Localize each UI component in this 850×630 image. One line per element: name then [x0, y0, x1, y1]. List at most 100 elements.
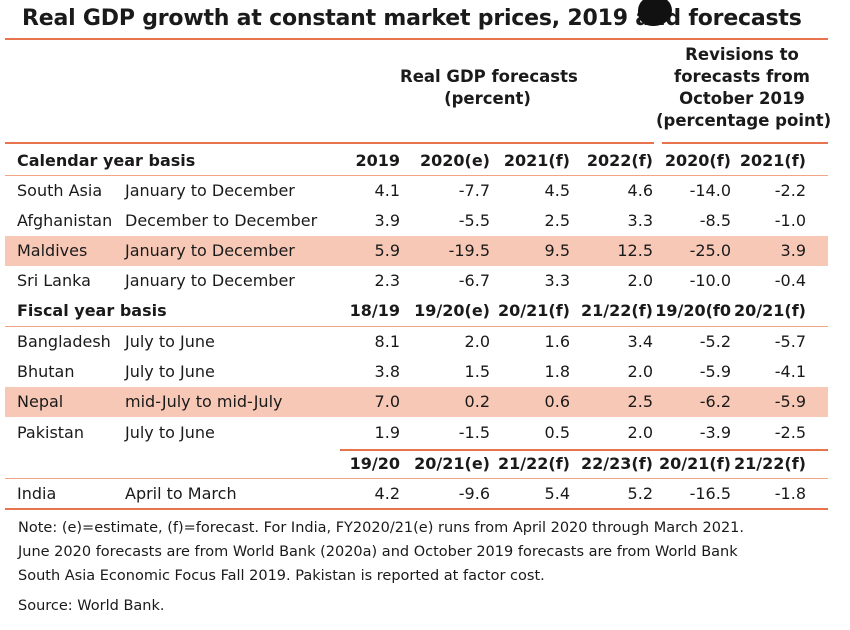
column-header: 19/20(f0 [655, 301, 731, 320]
value-cell: 1.5 [464, 362, 490, 381]
forecasts-header-line: (percent) [444, 89, 531, 108]
column-header: 19/20 [349, 454, 400, 473]
country-cell: Bhutan [17, 362, 75, 381]
row-separator [5, 478, 828, 479]
country-cell: Afghanistan [17, 211, 113, 230]
period-cell: January to December [125, 241, 295, 260]
value-cell: 0.2 [464, 392, 490, 411]
period-cell: July to June [125, 362, 215, 381]
value-cell: 3.9 [374, 211, 400, 230]
country-cell: Sri Lanka [17, 271, 91, 290]
forecasts-header: Real GDP forecasts (percent) [400, 66, 578, 110]
value-cell: -1.8 [774, 484, 806, 503]
column-header: 2020(f) [664, 151, 731, 170]
period-cell: December to December [125, 211, 318, 230]
column-header: 21/22(f) [498, 454, 570, 473]
value-cell: -6.2 [699, 392, 731, 411]
country-cell: India [17, 484, 57, 503]
value-cell: 9.5 [544, 241, 570, 260]
section-header-row: Calendar year basis 2019 2020(e) 2021(f) 202… [5, 146, 828, 176]
header-rule [5, 142, 828, 144]
value-cell: -25.0 [689, 241, 731, 260]
title-rule [5, 38, 828, 40]
value-cell: -10.0 [689, 271, 731, 290]
value-cell: -1.5 [458, 423, 490, 442]
value-cell: -0.4 [774, 271, 806, 290]
column-header: 19/20(e) [414, 301, 490, 320]
header-rule-gap [654, 141, 662, 145]
value-cell: -5.9 [699, 362, 731, 381]
table-row: Maldives January to December 5.9 -19.5 9.5 12… [5, 236, 828, 266]
value-cell: -7.7 [458, 181, 490, 200]
value-cell: 2.0 [627, 362, 653, 381]
value-cell: -2.2 [774, 181, 806, 200]
value-cell: 3.9 [780, 241, 806, 260]
value-cell: 8.1 [374, 332, 400, 351]
revisions-header-line: Revisions to [685, 45, 799, 64]
value-cell: 3.3 [544, 271, 570, 290]
column-header: 22/23(f) [581, 454, 653, 473]
value-cell: 4.5 [544, 181, 570, 200]
table-row: India April to March 4.2 -9.6 5.4 5.2 -16.5 -1.… [5, 479, 828, 509]
value-cell: 3.3 [627, 211, 653, 230]
revisions-header-line: (percentage point) [656, 111, 832, 130]
column-header: 20/21(f) [659, 454, 731, 473]
value-cell: 2.5 [544, 211, 570, 230]
value-cell: 1.9 [374, 423, 400, 442]
table-row: Nepal mid-July to mid-July 7.0 0.2 0.6 2.5 -6.… [5, 387, 828, 417]
value-cell: 5.2 [627, 484, 653, 503]
column-header: 21/22(f) [581, 301, 653, 320]
value-cell: 1.8 [544, 362, 570, 381]
column-header: 2022(f) [586, 151, 653, 170]
value-cell: -3.9 [699, 423, 731, 442]
column-header: 20/21(f) [498, 301, 570, 320]
value-cell: 1.6 [544, 332, 570, 351]
table-row: Sri Lanka January to December 2.3 -6.7 3.3 2.… [5, 266, 828, 296]
period-cell: April to March [125, 484, 237, 503]
value-cell: -2.5 [774, 423, 806, 442]
table-bottom-rule [5, 508, 828, 510]
value-cell: -4.1 [774, 362, 806, 381]
value-cell: 2.0 [627, 271, 653, 290]
value-cell: 3.8 [374, 362, 400, 381]
value-cell: 3.4 [627, 332, 653, 351]
value-cell: 7.0 [374, 392, 400, 411]
value-cell: -16.5 [689, 484, 731, 503]
period-cell: mid-July to mid-July [125, 392, 283, 411]
column-header: 20/21(f) [734, 301, 806, 320]
column-header: 18/19 [349, 301, 400, 320]
country-cell: Maldives [17, 241, 88, 260]
column-header: 2020(e) [419, 151, 490, 170]
column-header: 2021(f) [503, 151, 570, 170]
country-cell: Pakistan [17, 423, 84, 442]
column-header: 20/21(e) [414, 454, 490, 473]
note-line: June 2020 forecasts are from World Bank … [18, 544, 738, 560]
section-label: Calendar year basis [17, 151, 196, 170]
row-separator [5, 326, 828, 327]
value-cell: -5.9 [774, 392, 806, 411]
value-cell: -9.6 [458, 484, 490, 503]
value-cell: 2.5 [627, 392, 653, 411]
section-label: Fiscal year basis [17, 301, 167, 320]
country-cell: Nepal [17, 392, 64, 411]
column-header: 2019 [355, 151, 400, 170]
table-row: Bhutan July to June 3.8 1.5 1.8 2.0 -5.9 -4.1 [5, 357, 828, 387]
revisions-header-line: October 2019 [679, 89, 805, 108]
value-cell: -5.7 [774, 332, 806, 351]
note-line: Note: (e)=estimate, (f)=forecast. For In… [18, 520, 745, 536]
forecasts-header-line: Real GDP forecasts [400, 67, 578, 86]
value-cell: 12.5 [617, 241, 653, 260]
value-cell: 4.6 [627, 181, 653, 200]
value-cell: 2.0 [464, 332, 490, 351]
ink-blot [638, 0, 672, 26]
value-cell: 0.5 [544, 423, 570, 442]
value-cell: -19.5 [448, 241, 490, 260]
country-cell: Bangladesh [17, 332, 111, 351]
value-cell: -5.2 [699, 332, 731, 351]
country-cell: South Asia [17, 181, 103, 200]
value-cell: -6.7 [458, 271, 490, 290]
revisions-header-line: forecasts from [674, 67, 810, 86]
column-header: 2021(f) [739, 151, 806, 170]
note-line: South Asia Economic Focus Fall 2019. Pak… [18, 568, 545, 584]
section-header-row: 19/20 20/21(e) 21/22(f) 22/23(f) 20/21(f) 21/… [5, 449, 828, 479]
